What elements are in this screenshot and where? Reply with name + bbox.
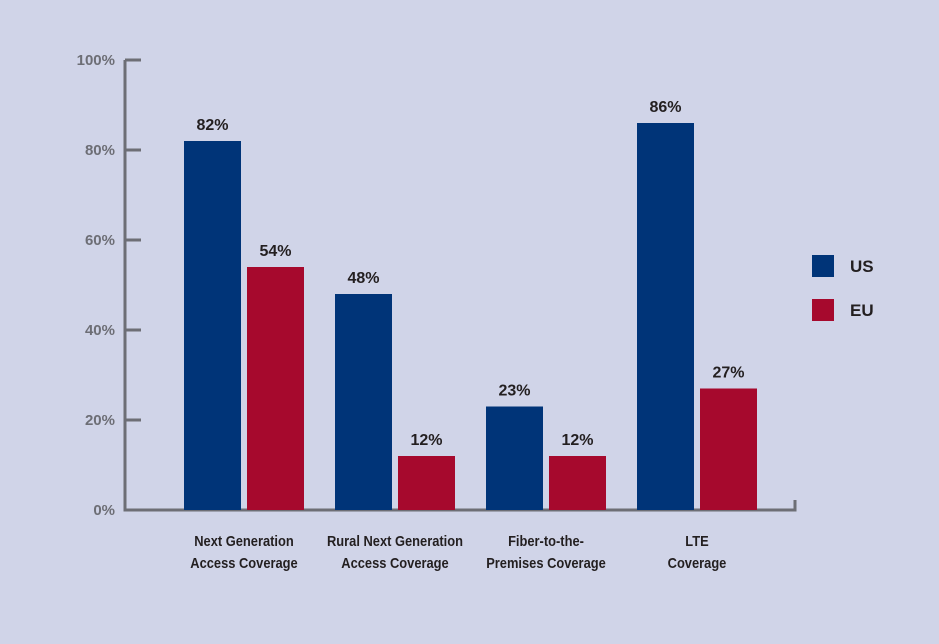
bar-eu: [549, 456, 606, 510]
bar-us: [486, 406, 543, 510]
data-label: 86%: [649, 99, 681, 116]
bar-us: [184, 141, 241, 510]
legend: US EU: [812, 255, 874, 321]
value-labels: 82% 54% 48% 12% 23% 12% 86% 27%: [196, 99, 744, 449]
bar-eu: [247, 267, 304, 510]
x-tick-label: Premises Coverage: [486, 554, 606, 571]
y-tick-label: 40%: [85, 322, 115, 339]
x-tick-label: Access Coverage: [190, 554, 298, 571]
data-label: 12%: [561, 432, 593, 449]
y-tick-label: 60%: [85, 232, 115, 249]
x-tick-label: Coverage: [668, 554, 727, 571]
data-label: 12%: [410, 432, 442, 449]
data-label: 54%: [259, 243, 291, 260]
bar-eu: [398, 456, 455, 510]
x-tick-label: Next Generation: [194, 532, 294, 549]
legend-swatch-eu: [812, 299, 834, 321]
y-tick-label: 100%: [77, 52, 115, 69]
legend-label: EU: [850, 301, 874, 320]
category-labels: Next Generation Access Coverage Rural Next…: [190, 532, 726, 571]
x-tick-label: Access Coverage: [341, 554, 449, 571]
legend-label: US: [850, 257, 874, 276]
x-tick-label: Rural Next Generation: [327, 532, 463, 549]
data-label: 82%: [196, 117, 228, 134]
data-label: 23%: [498, 383, 530, 400]
legend-swatch-us: [812, 255, 834, 277]
bars: [184, 123, 757, 510]
bar-us: [335, 294, 392, 510]
y-tick-label: 0%: [93, 502, 115, 519]
data-label: 27%: [712, 365, 744, 382]
bar-eu: [700, 388, 757, 510]
y-tick-label: 80%: [85, 142, 115, 159]
data-label: 48%: [347, 270, 379, 287]
x-tick-label: Fiber-to-the-: [508, 532, 584, 549]
bar-us: [637, 123, 694, 510]
y-tick-label: 20%: [85, 412, 115, 429]
x-tick-label: LTE: [685, 532, 708, 549]
